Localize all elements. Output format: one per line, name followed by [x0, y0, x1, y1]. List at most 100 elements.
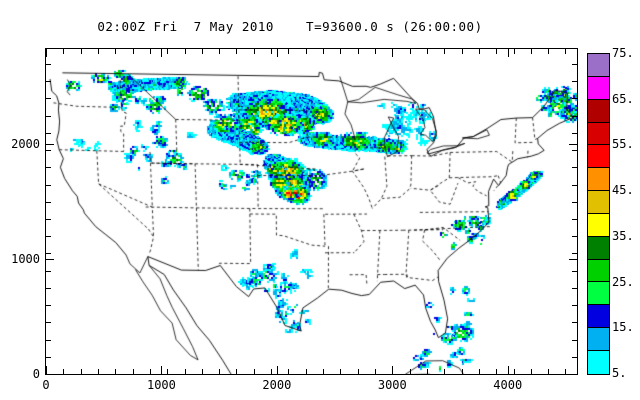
- tick-mark: [236, 49, 237, 54]
- colorbar-band: [588, 168, 609, 192]
- tick-mark: [410, 369, 411, 374]
- tick-mark: [375, 369, 376, 374]
- tick-mark: [98, 49, 99, 54]
- y-tick-label: 2000: [11, 137, 40, 152]
- colorbar-band: [588, 305, 609, 329]
- tick-mark: [81, 369, 82, 374]
- tick-mark: [572, 305, 577, 306]
- colorbar-band: [588, 145, 609, 169]
- colorbar-tick-label: 65.: [612, 91, 634, 106]
- tick-mark: [572, 236, 577, 237]
- tick-mark: [115, 369, 116, 374]
- tick-mark: [508, 366, 509, 374]
- tick-mark: [46, 340, 51, 341]
- tick-mark: [46, 133, 51, 134]
- tick-mark: [161, 49, 162, 57]
- colorbar-band: [588, 282, 609, 306]
- tick-mark: [46, 150, 51, 151]
- colorbar: [587, 53, 610, 375]
- colorbar-band: [588, 213, 609, 237]
- tick-mark: [427, 49, 428, 54]
- tick-mark: [185, 49, 186, 54]
- tick-mark: [392, 49, 393, 57]
- tick-mark: [514, 369, 515, 374]
- tick-mark: [444, 49, 445, 54]
- tick-mark: [46, 366, 47, 374]
- tick-mark: [572, 98, 577, 99]
- tick-mark: [46, 322, 51, 323]
- tick-mark: [531, 49, 532, 54]
- tick-mark: [202, 369, 203, 374]
- tick-mark: [133, 369, 134, 374]
- x-tick-label: 2000: [262, 378, 292, 392]
- x-tick-label: 3000: [377, 378, 407, 392]
- tick-mark: [185, 369, 186, 374]
- tick-mark: [219, 49, 220, 54]
- map-plot-area: [45, 48, 578, 375]
- tick-mark: [444, 369, 445, 374]
- tick-mark: [46, 116, 51, 117]
- tick-mark: [46, 81, 51, 82]
- tick-mark: [236, 369, 237, 374]
- tick-mark: [150, 369, 151, 374]
- colorbar-tick-label: 25.: [612, 274, 634, 289]
- tick-mark: [98, 369, 99, 374]
- tick-mark: [572, 271, 577, 272]
- tick-mark: [46, 98, 51, 99]
- tick-mark: [572, 288, 577, 289]
- tick-mark: [150, 49, 151, 54]
- tick-mark: [254, 369, 255, 374]
- tick-mark: [572, 133, 577, 134]
- tick-mark: [277, 366, 278, 374]
- tick-mark: [427, 369, 428, 374]
- tick-mark: [46, 49, 47, 57]
- colorbar-band: [588, 236, 609, 260]
- reflectivity-map-canvas: [46, 49, 577, 374]
- tick-mark: [358, 49, 359, 54]
- tick-mark: [46, 144, 54, 145]
- tick-mark: [167, 49, 168, 54]
- tick-mark: [46, 236, 51, 237]
- tick-mark: [496, 49, 497, 54]
- tick-mark: [63, 369, 64, 374]
- tick-mark: [288, 369, 289, 374]
- colorbar-band: [588, 76, 609, 100]
- tick-mark: [572, 150, 577, 151]
- tick-mark: [46, 185, 51, 186]
- tick-mark: [323, 49, 324, 54]
- tick-mark: [81, 49, 82, 54]
- tick-mark: [46, 288, 51, 289]
- x-tick-label: 0: [42, 378, 50, 392]
- tick-mark: [572, 81, 577, 82]
- tick-mark: [531, 369, 532, 374]
- tick-mark: [479, 49, 480, 54]
- tick-mark: [572, 219, 577, 220]
- tick-mark: [548, 369, 549, 374]
- tick-mark: [569, 259, 577, 260]
- tick-mark: [572, 340, 577, 341]
- tick-mark: [271, 369, 272, 374]
- tick-mark: [508, 49, 509, 57]
- tick-mark: [202, 49, 203, 54]
- tick-mark: [569, 144, 577, 145]
- colorbar-band: [588, 328, 609, 351]
- colorbar-tick-label: 15.: [612, 320, 634, 335]
- x-tick-label: 4000: [493, 378, 523, 392]
- tick-mark: [462, 49, 463, 54]
- tick-mark: [46, 219, 51, 220]
- colorbar-tick-label: 5.: [612, 366, 627, 380]
- tick-mark: [572, 357, 577, 358]
- tick-mark: [133, 49, 134, 54]
- tick-mark: [161, 366, 162, 374]
- tick-mark: [288, 49, 289, 54]
- tick-mark: [572, 185, 577, 186]
- colorbar-band: [588, 99, 609, 123]
- y-tick-label: 1000: [11, 252, 40, 267]
- tick-mark: [46, 271, 51, 272]
- tick-mark: [548, 49, 549, 54]
- tick-mark: [565, 49, 566, 54]
- tick-mark: [462, 369, 463, 374]
- tick-mark: [572, 253, 577, 254]
- y-tick-label: 0: [32, 367, 40, 381]
- colorbar-band: [588, 122, 609, 146]
